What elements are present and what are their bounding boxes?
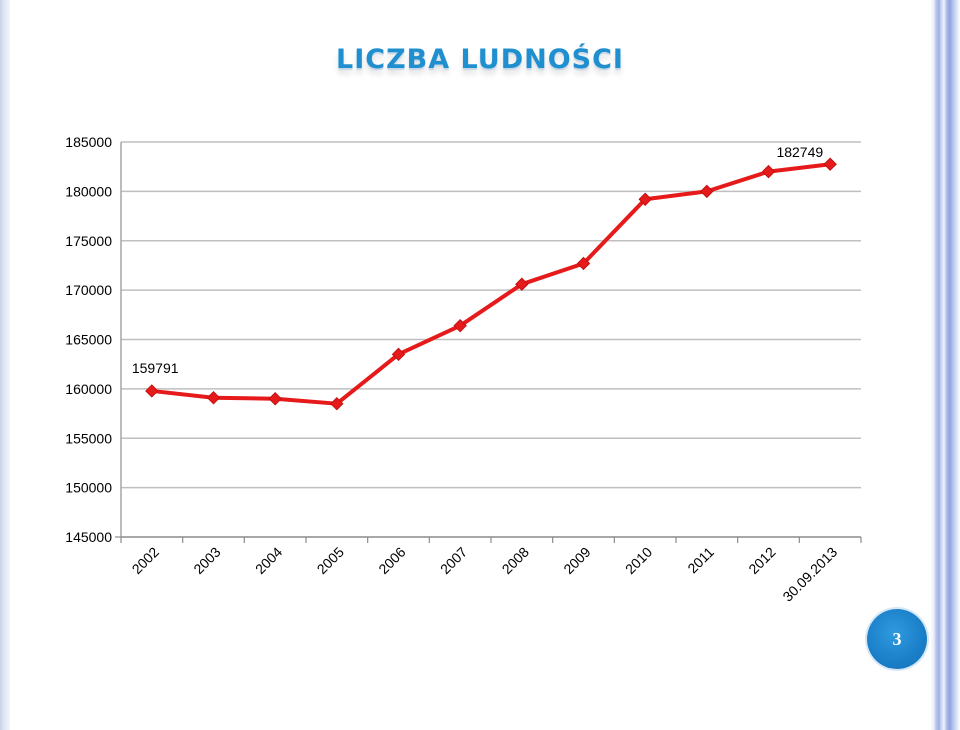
x-tick-label: 30.09.2013 — [779, 544, 840, 605]
y-tick-label: 165000 — [65, 332, 112, 348]
x-tick-label: 2005 — [314, 544, 347, 577]
data-point-marker — [145, 384, 159, 398]
x-tick-label: 2009 — [560, 544, 593, 577]
slide-title: LICZBA LUDNOŚCI — [336, 44, 624, 75]
x-tick-label: 2006 — [375, 544, 408, 577]
data-point-marker — [823, 157, 837, 171]
chart-axes — [115, 142, 862, 543]
y-tick-label: 170000 — [65, 282, 112, 298]
data-point-marker — [391, 347, 406, 362]
data-label: 182749 — [776, 144, 823, 160]
y-tick-label: 160000 — [65, 381, 112, 397]
x-tick-label: 2008 — [499, 544, 532, 577]
series-line — [151, 162, 831, 406]
y-tick-label: 180000 — [65, 183, 112, 199]
x-tick-label: 2011 — [684, 544, 717, 577]
x-tick-label: 2004 — [252, 544, 285, 577]
x-tick-label: 2012 — [745, 544, 778, 577]
data-labels: 159791 182749 — [132, 144, 824, 376]
data-point-marker — [700, 184, 714, 199]
data-point-marker — [268, 392, 282, 406]
data-label: 159791 — [132, 360, 179, 376]
x-tick-label: 2010 — [622, 544, 655, 577]
y-tick-label: 185000 — [65, 134, 112, 150]
chart-gridlines — [121, 141, 861, 489]
x-tick-label: 2002 — [129, 544, 162, 577]
page-number-badge: 3 — [867, 609, 927, 669]
y-tick-label: 145000 — [65, 529, 112, 545]
population-line-chart: 185000 180000 175000 170000 165000 160000 1550… — [65, 134, 862, 605]
data-point-marker — [206, 391, 221, 405]
data-point-marker — [638, 192, 652, 206]
data-point-marker — [576, 256, 591, 271]
data-point-marker — [761, 164, 776, 179]
y-axis-tick-labels: 185000 180000 175000 170000 165000 160000 1550… — [65, 134, 112, 545]
data-point-marker — [453, 318, 467, 333]
population-series — [145, 157, 837, 411]
x-tick-label: 2007 — [437, 544, 470, 577]
slide-right-border — [930, 0, 960, 730]
page-number: 3 — [892, 628, 902, 649]
data-point-marker — [330, 396, 344, 411]
y-tick-label: 175000 — [65, 233, 112, 249]
y-tick-label: 155000 — [65, 430, 112, 446]
slide-left-border — [0, 0, 10, 730]
y-tick-label: 150000 — [65, 480, 112, 496]
x-axis-tick-labels: 2002 2003 2004 2005 2006 2007 2008 2009 2010 2011… — [129, 544, 841, 605]
data-point-marker — [515, 277, 529, 291]
x-tick-label: 2003 — [190, 544, 223, 577]
